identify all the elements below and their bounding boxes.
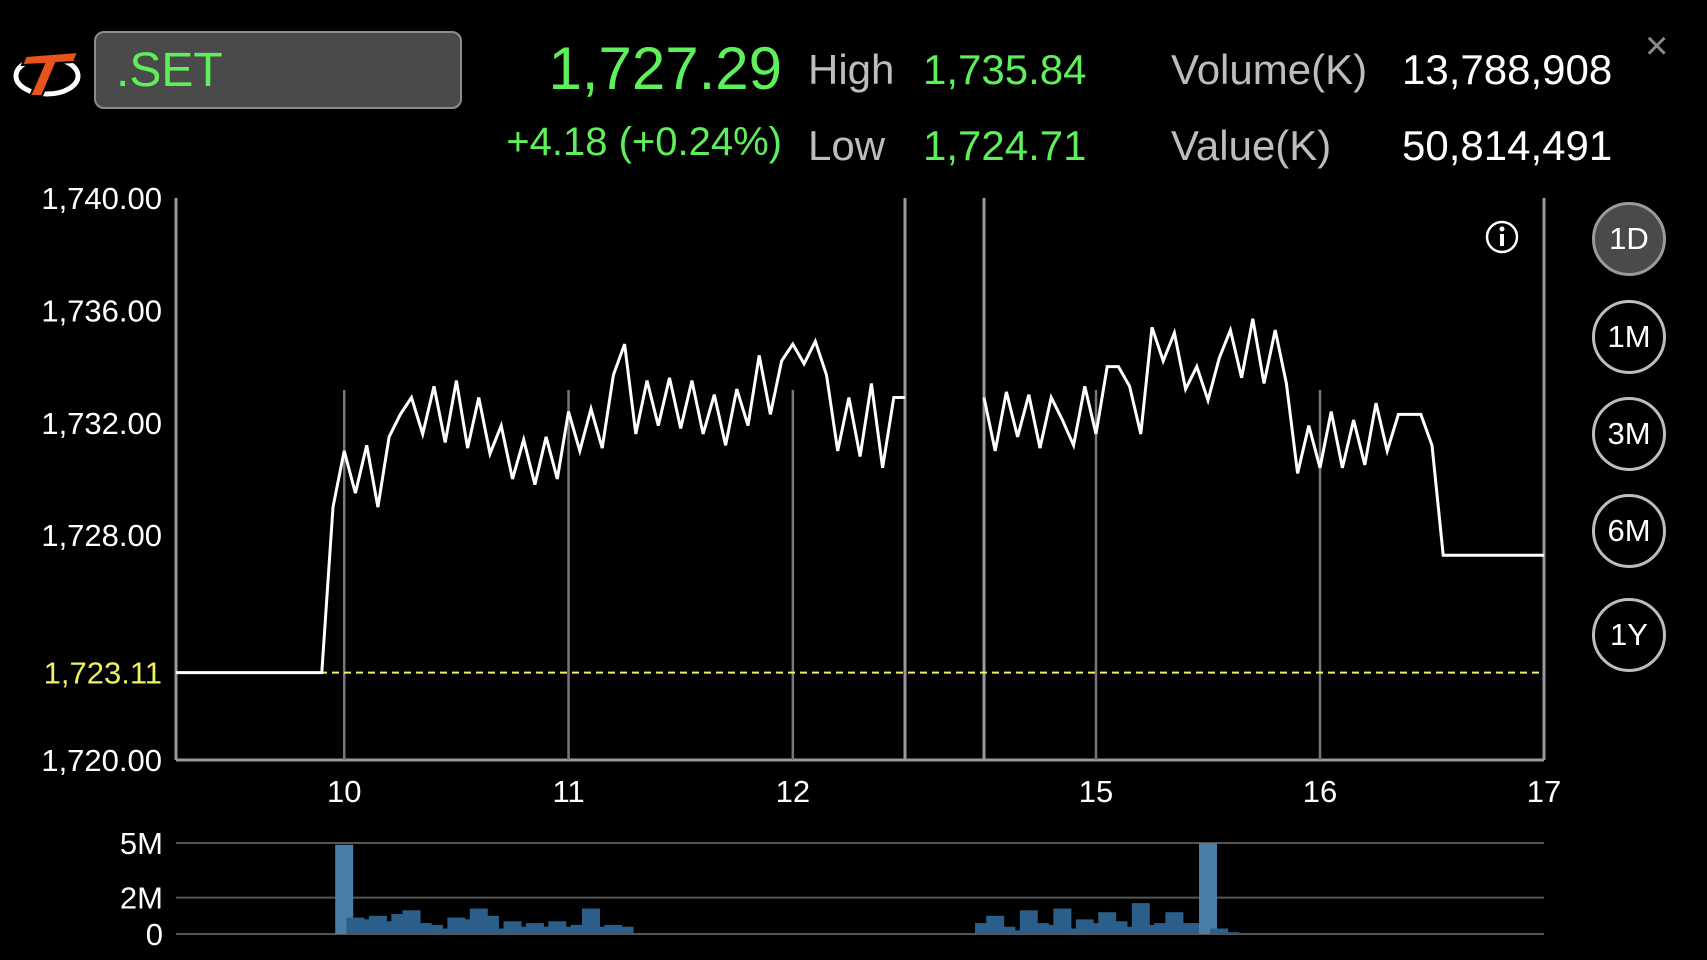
volume-bar xyxy=(615,926,634,934)
range-button-1d[interactable]: 1D xyxy=(1592,202,1666,276)
volume-bar xyxy=(335,844,354,934)
x-tick-label: 16 xyxy=(1303,774,1337,809)
volume-bar xyxy=(492,928,511,934)
y-tick-label: 1,732.00 xyxy=(41,406,162,441)
volume-bar xyxy=(1064,928,1083,934)
trading-app-logo-icon xyxy=(13,50,81,97)
volume-bar xyxy=(537,926,556,934)
value-value: 50,814,491 xyxy=(1402,122,1613,169)
high-value: 1,735.84 xyxy=(923,46,1087,93)
price-series-line xyxy=(176,337,905,675)
close-icon[interactable]: × xyxy=(1645,24,1669,68)
x-tick-label: 12 xyxy=(776,774,810,809)
volume-value: 13,788,908 xyxy=(1402,46,1613,93)
volume-bar xyxy=(604,924,623,934)
volume-bar xyxy=(593,926,612,934)
range-button-3m[interactable]: 3M xyxy=(1592,397,1666,471)
y-tick-label: 1,736.00 xyxy=(41,293,162,328)
volume-bar xyxy=(559,926,578,934)
volume-bar xyxy=(975,923,993,934)
symbol-text: .SET xyxy=(116,44,223,97)
y-tick-label: 1,740.00 xyxy=(41,181,162,216)
volume-bar xyxy=(1087,923,1105,934)
volume-bar xyxy=(514,926,533,934)
volume-bar xyxy=(1221,932,1240,934)
volume-bar xyxy=(1199,843,1217,934)
volume-bar xyxy=(570,924,589,934)
x-tick-label: 11 xyxy=(552,774,584,809)
volume-bar xyxy=(1053,908,1072,934)
price-change: +4.18 (+0.24%) xyxy=(506,120,782,164)
range-button-1y[interactable]: 1Y xyxy=(1592,598,1666,672)
volume-bar xyxy=(1210,928,1229,934)
volume-bar xyxy=(1042,924,1061,934)
volume-tick-label: 5M xyxy=(120,826,163,861)
volume-bar xyxy=(1154,923,1173,934)
low-label: Low xyxy=(808,122,886,169)
info-icon[interactable] xyxy=(1485,220,1519,254)
low-value: 1,724.71 xyxy=(923,122,1087,169)
value-label: Value(K) xyxy=(1171,122,1332,169)
volume-tick-label: 0 xyxy=(146,917,163,952)
volume-bar xyxy=(1120,926,1139,934)
x-tick-label: 15 xyxy=(1079,774,1113,809)
range-button-1m[interactable]: 1M xyxy=(1592,300,1666,374)
high-label: High xyxy=(808,46,895,93)
volume-bar xyxy=(1176,923,1195,934)
y-tick-label: 1,720.00 xyxy=(41,743,162,778)
volume-label: Volume(K) xyxy=(1171,46,1368,93)
range-button-6m[interactable]: 6M xyxy=(1592,494,1666,568)
x-tick-label: 10 xyxy=(327,774,361,809)
volume-tick-label: 2M xyxy=(120,881,163,916)
volume-bar xyxy=(413,923,432,934)
volume-bar xyxy=(1008,930,1027,934)
volume-bar xyxy=(425,924,443,934)
price-series-line xyxy=(982,318,1544,557)
y-tick-label: 1,728.00 xyxy=(41,518,162,553)
volume-bar xyxy=(1187,923,1206,934)
volume-bar xyxy=(436,928,455,934)
volume-bar xyxy=(997,926,1016,934)
volume-bar xyxy=(1143,924,1161,934)
symbol-input[interactable]: .SET xyxy=(94,31,462,109)
x-tick-label: 17 xyxy=(1527,774,1561,809)
last-price: 1,727.29 xyxy=(548,35,782,102)
volume-bar xyxy=(525,923,544,934)
prev-close-label: 1,723.11 xyxy=(44,656,162,691)
volume-bar xyxy=(1031,923,1049,934)
